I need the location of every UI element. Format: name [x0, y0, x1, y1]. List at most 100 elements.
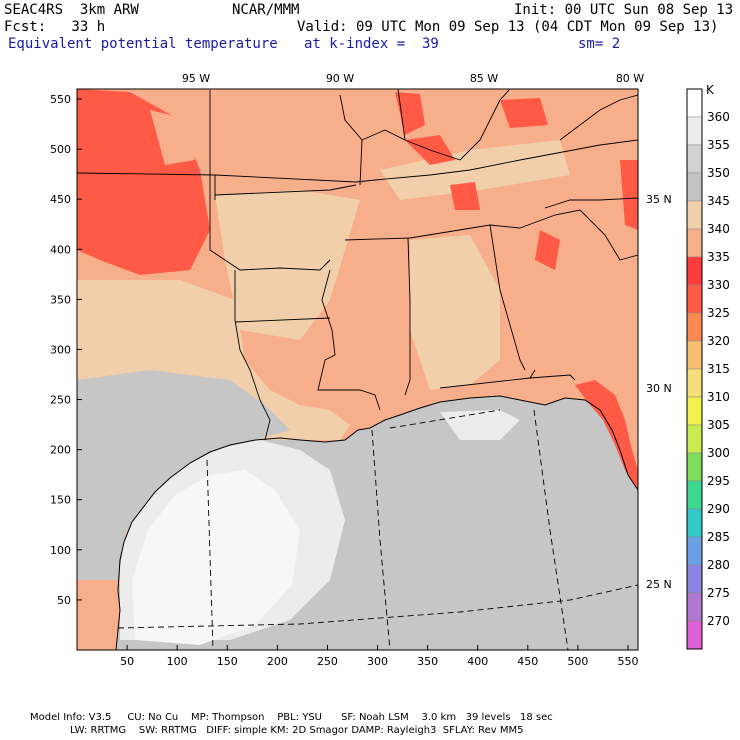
colorbar: 360 355 350 345 340 335 330 325 320 315 310 305 300 2…	[686, 88, 730, 650]
colorbar-swatch	[686, 480, 703, 510]
colorbar-swatch	[686, 172, 703, 202]
y-tick-label: 300	[50, 343, 71, 356]
x-tick-label: 450	[517, 655, 538, 668]
footer-model-info: Model Info: V3.5 CU: No Cu MP: Thompson …	[30, 712, 553, 723]
colorbar-label: 300	[707, 446, 730, 460]
colorbar-label: 340	[707, 222, 730, 236]
colorbar-label: 350	[707, 166, 730, 180]
colorbar-frame	[686, 88, 703, 650]
colorbar-label: 360	[707, 110, 730, 124]
colorbar-label: 270	[707, 614, 730, 628]
colorbar-label: 310	[707, 390, 730, 404]
footer-physics-info: LW: RRTMG SW: RRTMG DIFF: simple KM: 2D …	[70, 725, 524, 736]
y-tick-label: 450	[50, 193, 71, 206]
y-axis-ticks: 50 100 150 200 250 300 350 400 450 500 550	[50, 93, 82, 607]
y-tick-label: 500	[50, 143, 71, 156]
smoothing-info: sm= 2	[578, 36, 621, 52]
x-tick-label: 350	[417, 655, 438, 668]
lon-label-95w: 95 W	[182, 72, 210, 85]
x-tick-label: 50	[120, 655, 134, 668]
land-red-plains	[150, 110, 195, 165]
lat-label-30n: 30 N	[646, 382, 672, 395]
x-tick-label: 150	[217, 655, 238, 668]
colorbar-label: 280	[707, 558, 730, 572]
init-time: Init: 00 UTC Sun 08 Sep 13	[514, 2, 734, 18]
y-tick-label: 100	[50, 544, 71, 557]
state-boundaries	[77, 89, 638, 441]
y-tick-label: 350	[50, 293, 71, 306]
land-red-georgia	[535, 230, 560, 270]
colorbar-label: 275	[707, 586, 730, 600]
map-figure: 50 100 150 200 250 300 350 400 450 500 550 50 100 15…	[50, 72, 730, 668]
land-red-carolinas	[620, 160, 638, 230]
colorbar-swatch	[686, 424, 703, 454]
colorbar-swatch	[686, 200, 703, 230]
colorbar-label: 355	[707, 138, 730, 152]
colorbar-swatch	[686, 508, 703, 538]
land-mass	[77, 89, 638, 650]
land-tan-alabama	[410, 235, 500, 390]
colorbar-swatch	[686, 620, 703, 650]
land-red-tennessee	[450, 182, 480, 210]
colorbar-label: 325	[707, 306, 730, 320]
map-plot-area	[77, 89, 638, 650]
y-tick-label: 550	[50, 93, 71, 106]
organization: NCAR/MMM	[232, 2, 300, 18]
level-info: at k-index = 39	[304, 36, 439, 52]
lat-label-25n: 25 N	[646, 578, 672, 591]
y-tick-label: 50	[57, 594, 71, 607]
x-tick-label: 250	[317, 655, 338, 668]
forecast-hour: Fcst: 33 h	[4, 19, 106, 35]
x-tick-label: 400	[467, 655, 488, 668]
field-name: Equivalent potential temperature	[8, 36, 278, 52]
colorbar-swatch	[686, 256, 703, 286]
map-frame	[76, 88, 639, 651]
colorbar-swatch	[686, 536, 703, 566]
colorbar-label: 320	[707, 334, 730, 348]
x-tick-label: 500	[567, 655, 588, 668]
colorbar-label: 285	[707, 530, 730, 544]
colorbar-label: 345	[707, 194, 730, 208]
land-tan-tennessee	[380, 140, 570, 200]
colorbar-swatch	[686, 368, 703, 398]
colorbar-swatch	[686, 312, 703, 342]
lon-label-85w: 85 W	[470, 72, 498, 85]
land-tan-central	[215, 190, 360, 340]
colorbar-swatch	[686, 284, 703, 314]
model-name: SEAC4RS 3km ARW	[4, 2, 139, 18]
valid-time: Valid: 09 UTC Mon 09 Sep 13 (04 CDT Mon …	[297, 19, 719, 35]
y-tick-label: 250	[50, 394, 71, 407]
colorbar-label: 295	[707, 474, 730, 488]
colorbar-label: 315	[707, 362, 730, 376]
lat-lon-grid	[117, 409, 638, 650]
colorbar-swatch	[686, 452, 703, 482]
y-tick-label: 400	[50, 243, 71, 256]
y-tick-label: 150	[50, 494, 71, 507]
land-red-kentucky	[500, 98, 548, 128]
x-tick-label: 550	[617, 655, 638, 668]
colorbar-swatch	[686, 116, 703, 146]
colorbar-swatch	[686, 340, 703, 370]
colorbar-swatch	[686, 228, 703, 258]
land-red-florida	[575, 380, 638, 490]
colorbar-swatch	[686, 88, 703, 118]
colorbar-label: 290	[707, 502, 730, 516]
land-gray-texas	[77, 370, 290, 580]
colorbar-swatch	[686, 144, 703, 174]
colorbar-label: 330	[707, 278, 730, 292]
gulf-white-east	[440, 410, 520, 440]
colorbar-label: 335	[707, 250, 730, 264]
x-tick-label: 200	[267, 655, 288, 668]
colorbar-swatch	[686, 592, 703, 622]
colorbar-swatch	[686, 396, 703, 426]
gulf-white-region	[132, 470, 300, 645]
lon-label-80w: 80 W	[616, 72, 644, 85]
lat-label-35n: 35 N	[646, 193, 672, 206]
lon-label-90w: 90 W	[326, 72, 354, 85]
colorbar-unit: K	[706, 83, 715, 97]
y-tick-label: 200	[50, 444, 71, 457]
gulf-coastline	[115, 395, 638, 650]
x-axis-ticks: 50 100 150 200 250 300 350 400 450 500 550	[120, 645, 638, 668]
x-tick-label: 300	[367, 655, 388, 668]
x-tick-label: 100	[167, 655, 188, 668]
